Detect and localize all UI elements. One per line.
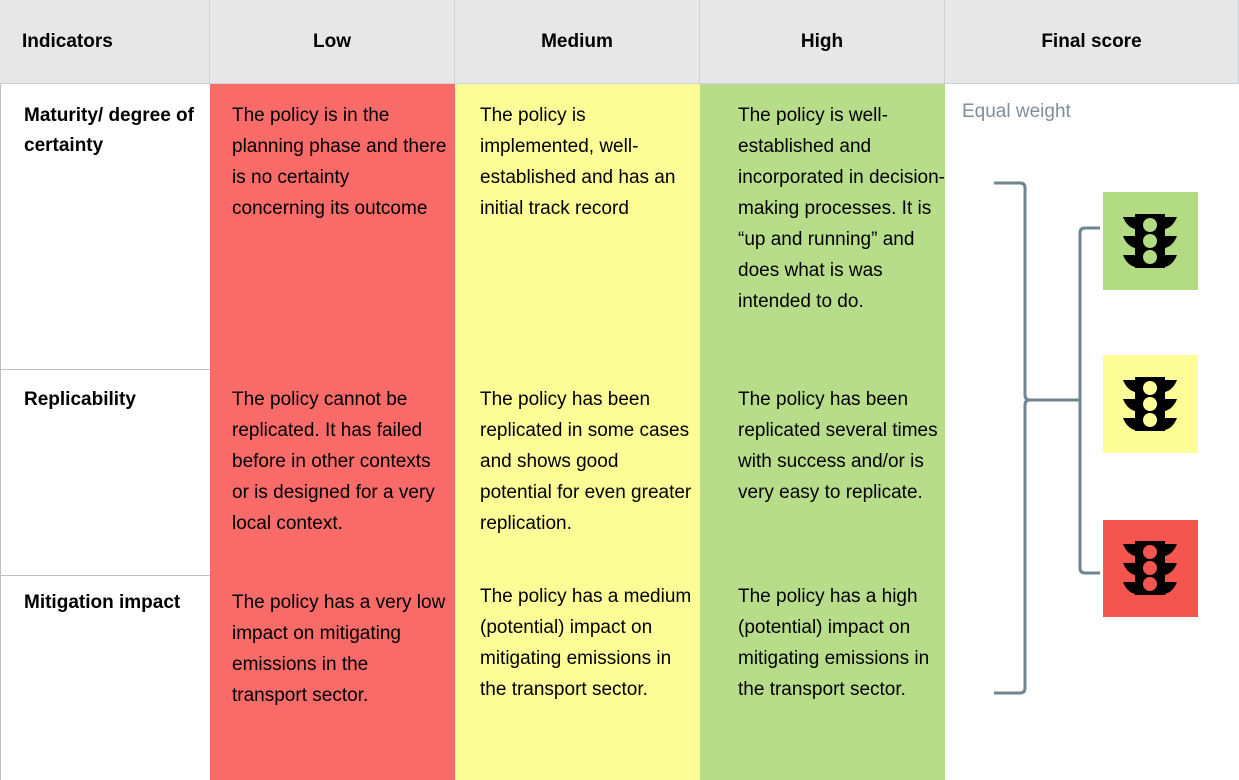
row-divider xyxy=(0,369,210,370)
criterion-text: The policy cannot be replicated. It has … xyxy=(232,389,435,534)
criterion-text: The policy has been replicated in some c… xyxy=(480,389,692,534)
weight-note: Equal weight xyxy=(962,101,1071,122)
indicator: Maturity/ degree of certainty xyxy=(24,105,194,156)
header-cell: Low xyxy=(210,0,455,84)
criterion-text: The policy has a very low impact on miti… xyxy=(232,592,446,706)
traffic-light-yellow xyxy=(1103,355,1198,453)
traffic-light-green xyxy=(1103,192,1198,290)
indicator: Replicability xyxy=(24,389,136,410)
criterion-text: The policy has a medium (potential) impa… xyxy=(480,586,692,700)
traffic-light-red xyxy=(1103,520,1198,617)
high-column xyxy=(700,84,945,780)
criterion-text: The policy is implemented, well-establis… xyxy=(480,105,676,219)
criterion-text: The policy has a high (potential) impact… xyxy=(738,586,930,700)
left-border xyxy=(0,84,1,780)
header-cell: Final score xyxy=(945,0,1239,84)
indicator: Mitigation impact xyxy=(24,592,181,613)
row-divider xyxy=(0,575,210,576)
header-cell: Medium xyxy=(455,0,700,84)
criterion-text: The policy has been replicated several t… xyxy=(738,389,938,503)
criterion-text: The policy is in the planning phase and … xyxy=(232,105,447,219)
criterion-text: The policy is well-established and incor… xyxy=(738,105,946,312)
header-cell: High xyxy=(700,0,945,84)
low-column xyxy=(210,84,455,780)
header-cell: Indicators xyxy=(0,0,210,84)
medium-column xyxy=(455,84,700,780)
brace xyxy=(994,181,1100,695)
